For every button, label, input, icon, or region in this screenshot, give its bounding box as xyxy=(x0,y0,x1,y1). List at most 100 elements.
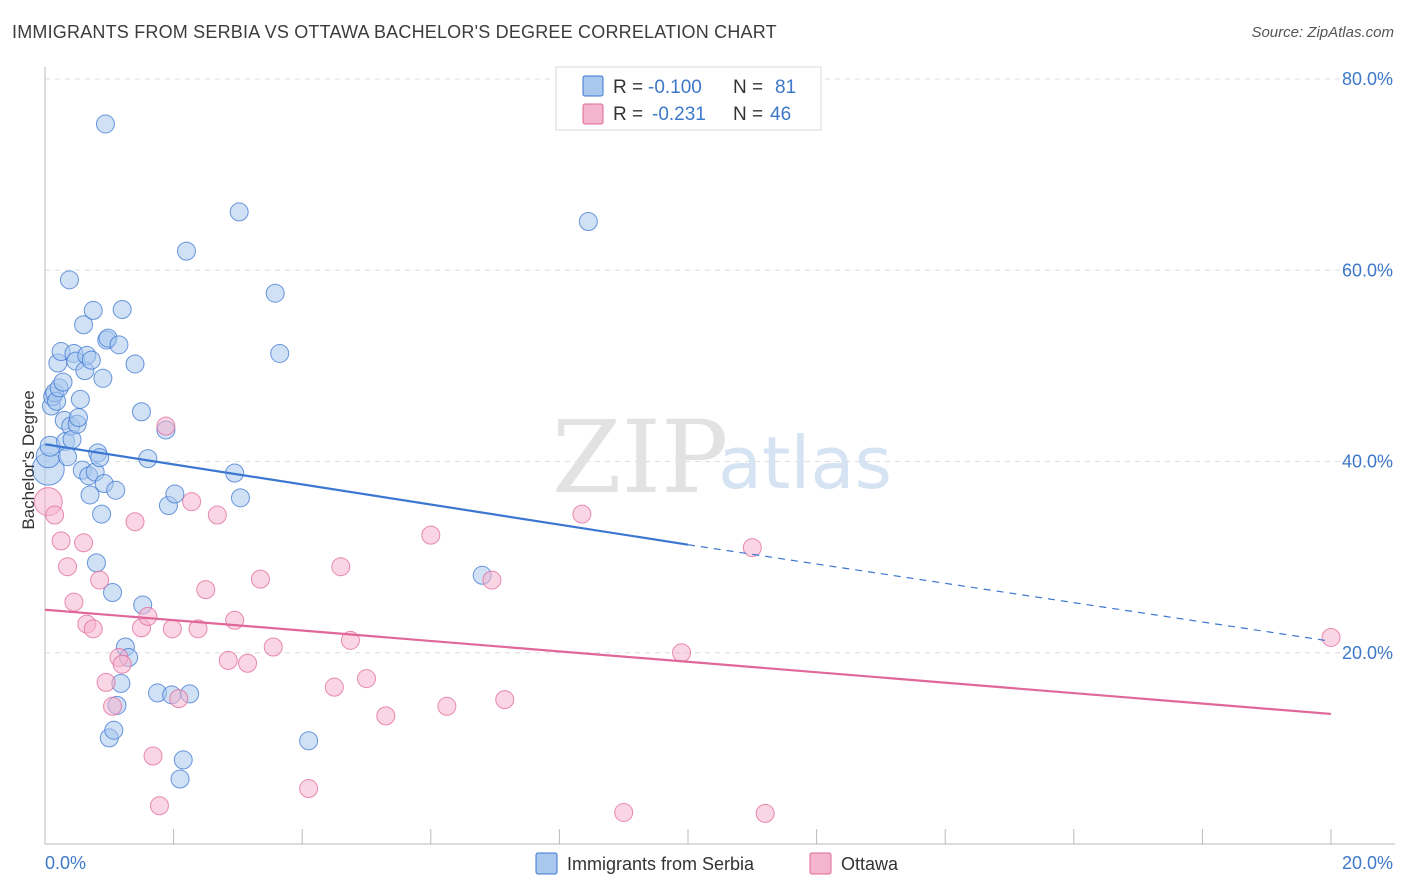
serbia-point-31 xyxy=(86,553,106,573)
serbia-point-14 xyxy=(59,270,79,290)
ottawa-point-32 xyxy=(331,557,351,577)
grid-layer xyxy=(45,78,1395,654)
ottawa-point-30 xyxy=(299,779,319,799)
serbia-trend-line xyxy=(44,443,689,546)
serbia-point-10 xyxy=(53,372,73,392)
watermark-atlas: atlas xyxy=(718,421,892,505)
ottawa-point-39 xyxy=(495,690,515,710)
watermark-zip: ZIP xyxy=(552,399,728,516)
ottawa-point-7 xyxy=(83,619,103,639)
serbia-point-65 xyxy=(230,488,250,508)
top-legend: R = -0.100 N = 81 R = -0.231 N = 46 xyxy=(555,66,822,131)
x-tick-label-0: 0.0% xyxy=(45,853,86,873)
bottom-legend-swatch-pink xyxy=(809,852,832,875)
serbia-trend-line-extension xyxy=(687,544,1332,642)
legend-n-label-1: N = xyxy=(733,77,763,98)
serbia-point-50 xyxy=(125,354,145,374)
ottawa-point-31 xyxy=(324,677,344,697)
ottawa-point-12 xyxy=(112,654,132,674)
ottawa-point-35 xyxy=(376,706,396,726)
ottawa-point-36 xyxy=(421,525,441,545)
ottawa-point-9 xyxy=(96,672,116,692)
serbia-point-68 xyxy=(299,731,319,751)
ottawa-point-21 xyxy=(182,492,202,512)
serbia-point-13 xyxy=(58,447,78,467)
serbia-point-28 xyxy=(81,350,101,370)
serbia-point-35 xyxy=(93,368,113,388)
axis-layer: 20.0% 40.0% 60.0% 80.0% 0.0% 20.0% xyxy=(44,67,1395,873)
bottom-legend-series2: Ottawa xyxy=(841,854,899,874)
ottawa-point-41 xyxy=(614,802,634,822)
legend-swatch-blue xyxy=(582,75,604,97)
ottawa-point-25 xyxy=(218,650,238,670)
ottawa-point-45 xyxy=(1321,627,1341,647)
ottawa-point-20 xyxy=(169,689,189,709)
serbia-point-47 xyxy=(112,299,132,319)
serbia-point-37 xyxy=(95,114,115,134)
legend-r-label-2: R = xyxy=(613,104,643,125)
serbia-point-51 xyxy=(131,402,151,422)
ottawa-point-40 xyxy=(572,504,592,524)
serbia-point-27 xyxy=(80,485,100,505)
legend-n-label-2: N = xyxy=(733,104,763,125)
serbia-point-20 xyxy=(68,408,88,428)
y-tick-label-3: 80.0% xyxy=(1342,69,1393,89)
ottawa-point-42 xyxy=(672,643,692,663)
serbia-point-60 xyxy=(173,750,193,770)
legend-r-value-1: -0.100 xyxy=(648,77,702,98)
ottawa-point-38 xyxy=(482,570,502,590)
points-layer xyxy=(31,114,1341,823)
chart-title: IMMIGRANTS FROM SERBIA VS OTTAWA BACHELO… xyxy=(12,22,777,42)
ottawa-trend-line xyxy=(44,608,1332,716)
ottawa-point-3 xyxy=(58,557,78,577)
serbia-point-45 xyxy=(109,335,129,355)
ottawa-point-44 xyxy=(755,803,775,823)
serbia-point-41 xyxy=(103,583,123,603)
ottawa-point-37 xyxy=(437,696,457,716)
serbia-point-42 xyxy=(104,720,124,740)
ottawa-point-8 xyxy=(90,570,110,590)
ottawa-point-16 xyxy=(143,746,163,766)
bottom-legend: Immigrants from Serbia Ottawa xyxy=(535,852,899,875)
y-axis-title: Bachelor's Degree xyxy=(19,390,38,529)
serbia-point-64 xyxy=(229,202,249,222)
watermark: ZIP atlas xyxy=(552,399,892,516)
y-tick-label-0: 20.0% xyxy=(1342,643,1393,663)
serbia-point-66 xyxy=(265,283,285,303)
ottawa-point-23 xyxy=(196,580,216,600)
ottawa-point-19 xyxy=(162,619,182,639)
y-tick-label-1: 40.0% xyxy=(1342,452,1393,472)
ottawa-point-5 xyxy=(74,533,94,553)
ottawa-point-15 xyxy=(138,606,158,626)
serbia-point-23 xyxy=(74,315,94,335)
ottawa-point-2 xyxy=(51,531,71,551)
y-tick-label-2: 60.0% xyxy=(1342,260,1393,280)
bottom-legend-swatch-blue xyxy=(535,852,558,875)
serbia-point-59 xyxy=(170,769,190,789)
serbia-point-70 xyxy=(578,211,598,231)
serbia-point-21 xyxy=(70,389,90,409)
legend-n-value-2: 46 xyxy=(770,104,791,125)
x-tick-label-1: 20.0% xyxy=(1342,853,1393,873)
serbia-point-34 xyxy=(92,504,112,524)
serbia-point-43 xyxy=(106,480,126,500)
legend-n-value-1: 81 xyxy=(775,77,796,98)
ottawa-point-4 xyxy=(64,592,84,612)
legend-r-value-2: -0.231 xyxy=(652,104,706,125)
bottom-legend-series1: Immigrants from Serbia xyxy=(567,854,755,874)
ottawa-point-1 xyxy=(45,505,65,525)
ottawa-point-22 xyxy=(188,619,208,639)
serbia-point-67 xyxy=(270,343,290,363)
ottawa-point-18 xyxy=(156,416,176,436)
legend-r-label-1: R = xyxy=(613,77,643,98)
ottawa-point-24 xyxy=(207,505,227,525)
ottawa-point-17 xyxy=(149,796,169,816)
serbia-point-58 xyxy=(165,484,185,504)
ottawa-point-10 xyxy=(103,696,123,716)
ottawa-point-43 xyxy=(742,538,762,558)
ottawa-point-28 xyxy=(250,569,270,589)
serbia-point-61 xyxy=(176,241,196,261)
ottawa-point-29 xyxy=(263,637,283,657)
source-credit: Source: ZipAtlas.com xyxy=(1251,24,1394,41)
